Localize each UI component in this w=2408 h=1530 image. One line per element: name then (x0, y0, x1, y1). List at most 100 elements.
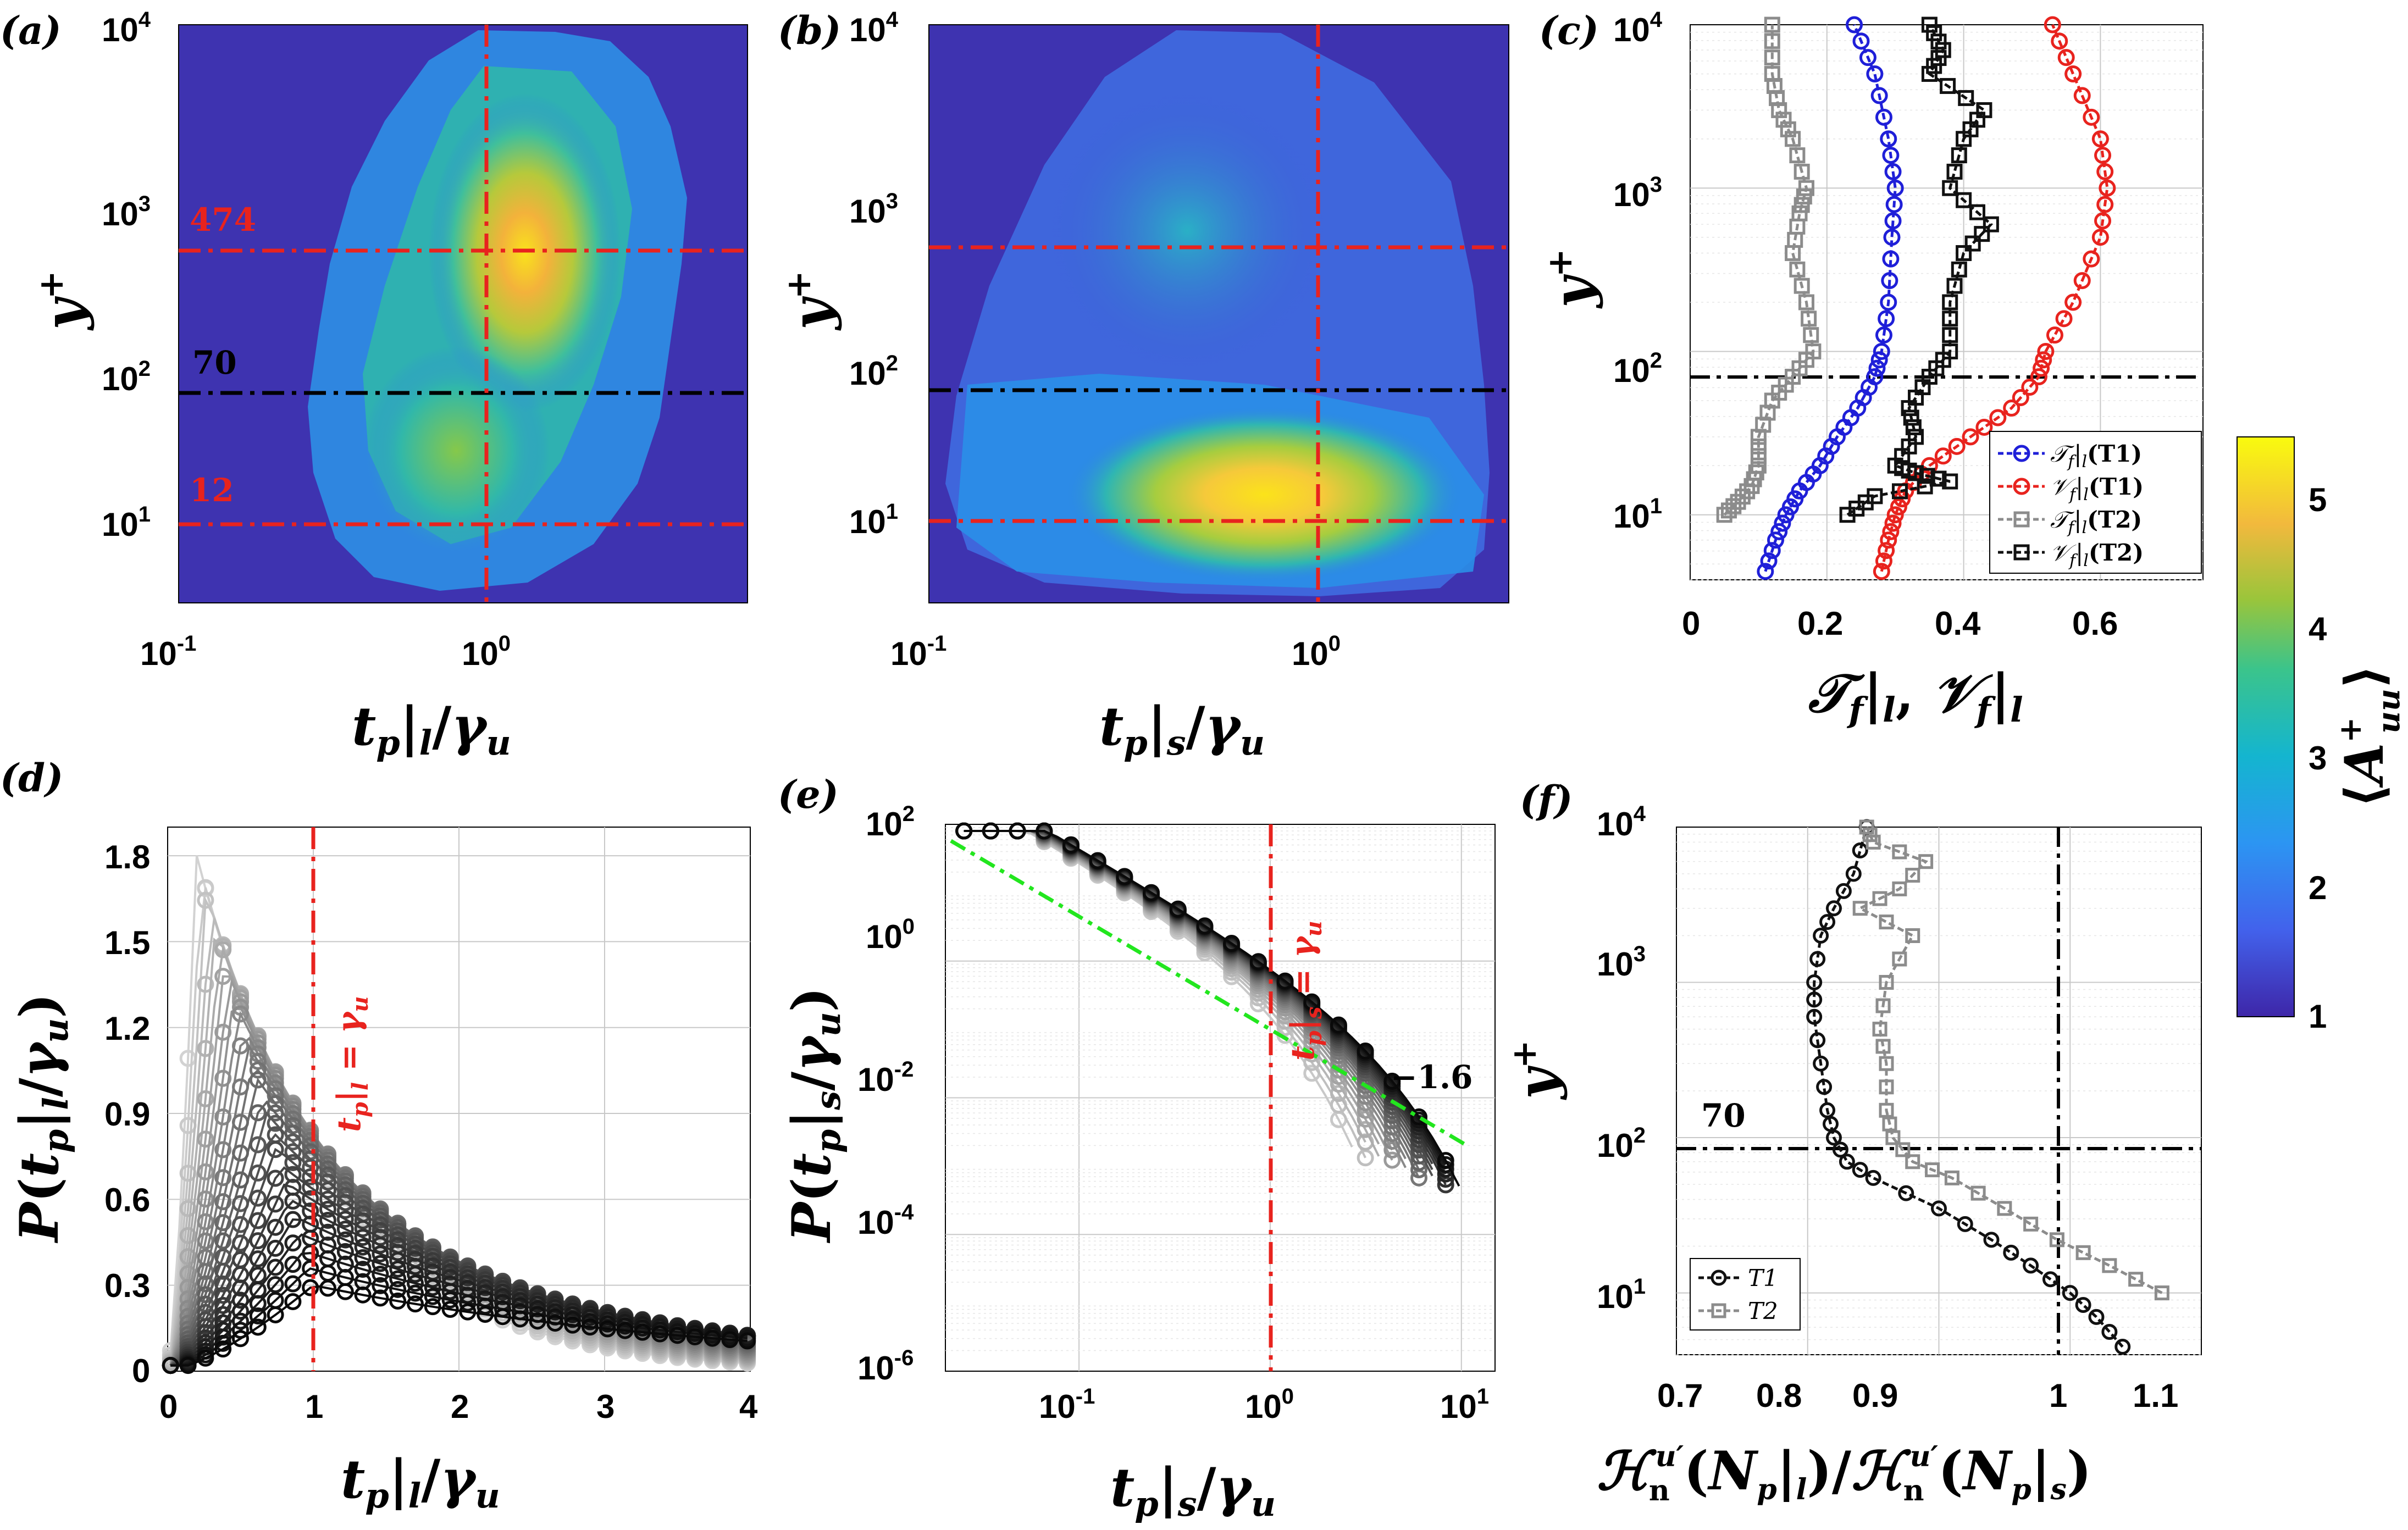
data-point (1892, 951, 1907, 967)
data-point (267, 1218, 284, 1236)
data-point (459, 1303, 477, 1321)
data-point (1875, 552, 1892, 570)
data-point (214, 1232, 232, 1250)
data-point (1946, 278, 1963, 294)
data-point (372, 1255, 389, 1272)
data-point (1882, 1116, 1897, 1132)
data-point (1816, 1079, 1833, 1095)
data-point (1357, 1149, 1374, 1167)
data-point (564, 1316, 582, 1334)
data-point (407, 1295, 424, 1313)
data-point (1879, 914, 1894, 930)
data-point (529, 1300, 546, 1318)
data-point (319, 1182, 336, 1199)
data-point (1196, 917, 1214, 935)
data-point (2042, 1271, 2058, 1288)
data-point (284, 1275, 302, 1293)
data-point (407, 1239, 424, 1257)
data-point (1892, 881, 1907, 896)
data-point (1775, 112, 1792, 128)
data-point (2023, 1257, 2039, 1274)
panel-c-y-axis-label: y+ (1540, 248, 1604, 309)
legend-entry: T2 (1698, 1298, 1778, 1324)
data-point (1884, 212, 1902, 230)
panel-f-label: (f) (1520, 777, 1573, 823)
colorbar-label: ⟨A+uu⟩ (2332, 664, 2407, 808)
data-point (372, 1289, 389, 1307)
data-point (302, 1168, 319, 1185)
data-point (319, 1279, 336, 1297)
data-point (179, 1227, 197, 1244)
colorbar-gradient (2237, 436, 2295, 1017)
data-point (214, 1262, 232, 1280)
data-point (1930, 34, 1947, 50)
data-point (2044, 16, 2061, 34)
panel-f-y-ticks: 101 102 103 104 (1597, 802, 1646, 1315)
data-point (214, 1275, 232, 1293)
data-point (354, 1249, 372, 1267)
data-point (1895, 1142, 1911, 1157)
data-point (1962, 428, 1979, 446)
data-point (214, 1214, 232, 1232)
data-point (1805, 343, 1822, 359)
curve (169, 1036, 748, 1366)
data-point (1852, 842, 1868, 859)
data-point (197, 1090, 214, 1107)
panel-a: 474 70 12 101 102 103 104 10-1 100 tp|l/… (0, 8, 748, 763)
data-point (214, 1141, 232, 1158)
panel-c-series (1716, 16, 2116, 580)
data-point (1951, 147, 1967, 164)
y-tick-label: 0.6 (104, 1182, 150, 1218)
data-point (284, 1154, 302, 1171)
data-point (1969, 204, 1985, 220)
panel-e-y-ticks: 10-6 10-4 10-2 100 102 (857, 802, 915, 1387)
data-point (2037, 342, 2055, 360)
data-point (1898, 1185, 1914, 1201)
data-point (2091, 229, 2109, 246)
data-point (1143, 884, 1160, 901)
data-point (1879, 1056, 1894, 1071)
panel-c: 𝒯f|l(T1) 𝒱f|l(T1) 𝒯f|l(T2) 𝒱f|l(T2) 101 … (1539, 8, 2204, 730)
data-point (1813, 1055, 1829, 1072)
data-point (354, 1229, 372, 1246)
panel-d-y-axis-label: P(tp|l/γu) (8, 993, 76, 1244)
data-point (302, 1190, 319, 1207)
data-point (1930, 470, 1947, 487)
data-point (267, 1276, 284, 1294)
data-point (2096, 163, 2114, 180)
data-point (1770, 523, 1788, 540)
data-point (2075, 1245, 2091, 1260)
legend-label: T2 (1748, 1298, 1778, 1324)
legend-label: 𝒱f|l(T1) (2050, 473, 2144, 505)
x-tick-label: 10-1 (1039, 1384, 1095, 1425)
data-point (2154, 1285, 2169, 1301)
data-point (1303, 993, 1321, 1011)
x-tick-label: 1.1 (2133, 1377, 2178, 1414)
data-point (2051, 32, 2068, 50)
data-point (1780, 121, 1796, 137)
data-point (1875, 326, 1892, 344)
data-point (1796, 189, 1812, 205)
data-point (302, 1158, 319, 1176)
x-tick-label: 1 (2049, 1377, 2067, 1414)
data-point (389, 1292, 407, 1310)
data-point (2035, 351, 2052, 369)
data-point (459, 1269, 477, 1287)
data-point (1859, 49, 1876, 66)
data-point (389, 1280, 407, 1298)
data-point (389, 1231, 407, 1249)
data-point (1793, 278, 1810, 294)
y-tick-label: 102 (1597, 1123, 1646, 1164)
panel-a-x-axis-label: tp|l/γu (352, 695, 511, 763)
data-point (1865, 1169, 1881, 1186)
y-tick-label: 10-6 (857, 1346, 914, 1387)
x-tick-label: 101 (1440, 1384, 1489, 1425)
data-point (1803, 327, 1819, 343)
x-tick-label: 0.9 (1852, 1377, 1898, 1414)
legend-entry: 𝒱f|l(T2) (1998, 539, 2144, 570)
data-point (1763, 542, 1781, 559)
data-point (494, 1288, 511, 1306)
y-tick-label: 102 (866, 802, 915, 842)
data-point (1951, 261, 1967, 278)
data-point (302, 1178, 319, 1196)
